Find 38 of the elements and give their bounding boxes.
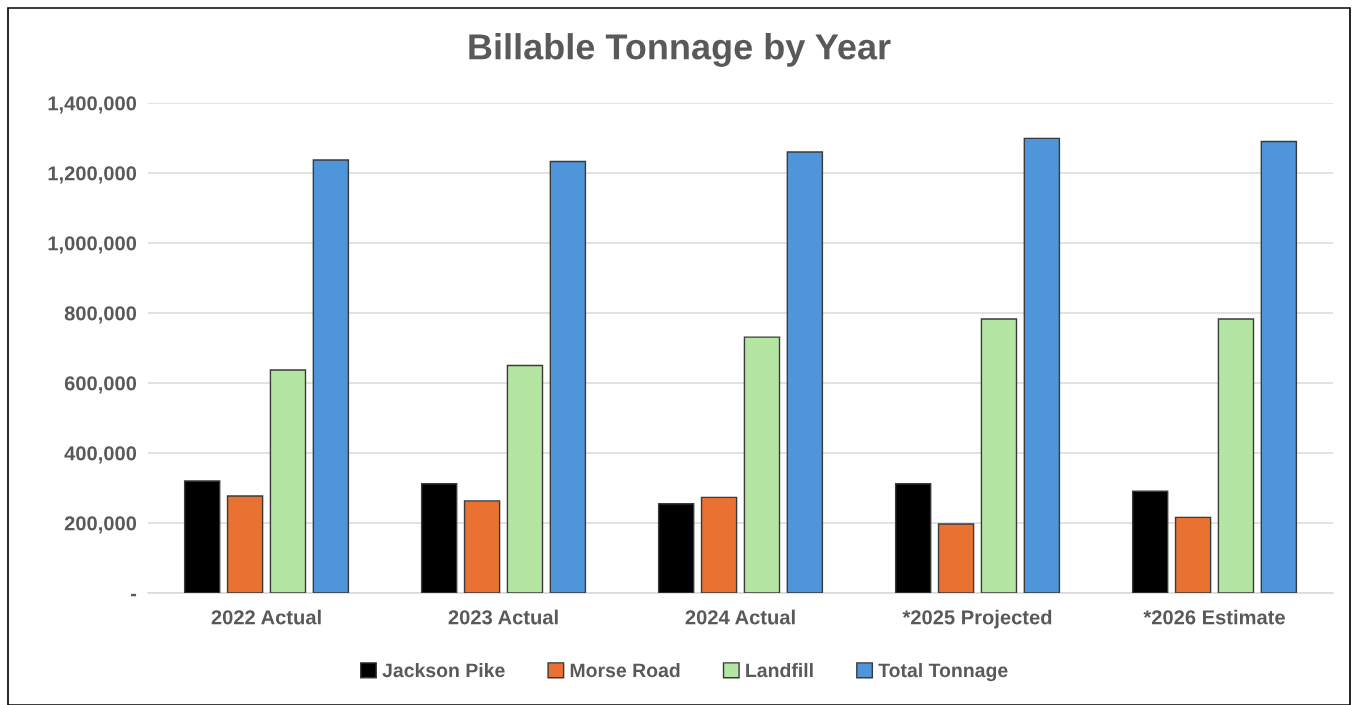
bar bbox=[312, 159, 350, 593]
bar bbox=[937, 523, 975, 593]
x-tick-label: *2026 Estimate bbox=[1143, 609, 1285, 625]
bar bbox=[657, 503, 695, 593]
bar bbox=[1260, 140, 1298, 593]
chart-title: Billable Tonnage by Year bbox=[469, 33, 891, 67]
bar bbox=[700, 496, 738, 593]
y-tick-label: 800,000 bbox=[64, 306, 137, 324]
bar bbox=[183, 480, 221, 593]
bar bbox=[1217, 318, 1255, 593]
y-tick-label: - bbox=[130, 593, 137, 597]
x-tick-label: 2022 Actual bbox=[211, 609, 321, 625]
bar bbox=[894, 483, 932, 593]
bar bbox=[743, 336, 781, 593]
y-tick-label: 400,000 bbox=[64, 446, 137, 464]
legend-label: Jackson Pike bbox=[382, 662, 505, 678]
y-tick-label: 1,200,000 bbox=[48, 166, 137, 184]
legend-label: Landfill bbox=[746, 662, 813, 678]
bar bbox=[463, 500, 501, 593]
x-tick-label: *2025 Projected bbox=[902, 609, 1052, 629]
bar bbox=[226, 495, 264, 593]
y-tick-label: 1,400,000 bbox=[48, 96, 137, 114]
legend-label: Morse Road bbox=[570, 662, 680, 678]
bar bbox=[269, 369, 307, 593]
y-tick-label: 200,000 bbox=[64, 516, 137, 534]
bar bbox=[1174, 516, 1212, 593]
x-tick-label: 2023 Actual bbox=[448, 609, 558, 625]
bar bbox=[549, 160, 587, 593]
bar bbox=[506, 364, 544, 593]
bar bbox=[1023, 137, 1061, 593]
y-tick-label: 1,000,000 bbox=[48, 236, 137, 254]
y-tick-label: 600,000 bbox=[64, 376, 137, 394]
bar bbox=[980, 318, 1018, 593]
legend-label: Total Tonnage bbox=[878, 662, 1008, 682]
bar bbox=[786, 151, 824, 593]
bar bbox=[1131, 490, 1169, 593]
x-tick-label: 2024 Actual bbox=[685, 609, 795, 625]
bar bbox=[420, 483, 458, 593]
